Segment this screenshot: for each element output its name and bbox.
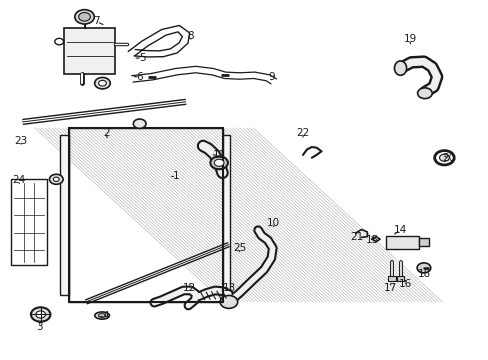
- Text: 21: 21: [349, 232, 363, 242]
- Circle shape: [31, 307, 50, 321]
- Text: 24: 24: [13, 175, 26, 185]
- Text: 4: 4: [102, 311, 109, 321]
- Bar: [69, 128, 222, 302]
- Circle shape: [55, 39, 63, 45]
- Text: 1: 1: [173, 171, 179, 181]
- Text: 9: 9: [267, 72, 274, 82]
- Text: 5: 5: [139, 53, 145, 63]
- Text: 20: 20: [442, 153, 455, 163]
- Text: 19: 19: [403, 35, 416, 44]
- Circle shape: [79, 13, 90, 21]
- Text: 22: 22: [296, 128, 309, 138]
- Text: 10: 10: [266, 218, 280, 228]
- Text: 8: 8: [187, 31, 194, 41]
- Text: 17: 17: [384, 283, 397, 293]
- Bar: [69, 128, 222, 302]
- Circle shape: [99, 80, 106, 86]
- Text: 11: 11: [212, 150, 225, 160]
- Ellipse shape: [417, 88, 431, 99]
- Circle shape: [75, 10, 94, 24]
- Circle shape: [434, 150, 453, 165]
- Text: 7: 7: [93, 17, 100, 27]
- Text: 15: 15: [365, 235, 378, 245]
- Bar: [385, 235, 418, 249]
- Text: 14: 14: [393, 225, 407, 235]
- Circle shape: [95, 77, 110, 89]
- Text: 2: 2: [103, 128, 110, 138]
- Text: 6: 6: [136, 72, 142, 82]
- Circle shape: [36, 311, 45, 318]
- Bar: [387, 276, 395, 281]
- Text: 23: 23: [15, 136, 28, 145]
- Ellipse shape: [95, 312, 109, 319]
- Text: 13: 13: [223, 283, 236, 293]
- Text: 18: 18: [417, 269, 430, 279]
- Circle shape: [439, 154, 448, 161]
- Ellipse shape: [98, 314, 105, 318]
- Text: 25: 25: [232, 243, 246, 253]
- Ellipse shape: [394, 61, 406, 75]
- Circle shape: [214, 159, 224, 166]
- Circle shape: [220, 296, 237, 309]
- Bar: [60, 135, 69, 295]
- Bar: [222, 135, 229, 295]
- Circle shape: [49, 174, 63, 184]
- Circle shape: [53, 177, 59, 181]
- Circle shape: [416, 263, 430, 273]
- Text: 12: 12: [183, 283, 196, 293]
- Circle shape: [133, 119, 146, 129]
- Bar: [11, 179, 46, 265]
- Text: 16: 16: [398, 279, 411, 289]
- FancyBboxPatch shape: [64, 28, 115, 74]
- Bar: [396, 276, 404, 281]
- Text: 3: 3: [36, 322, 43, 332]
- Circle shape: [210, 156, 227, 169]
- Bar: [418, 238, 428, 246]
